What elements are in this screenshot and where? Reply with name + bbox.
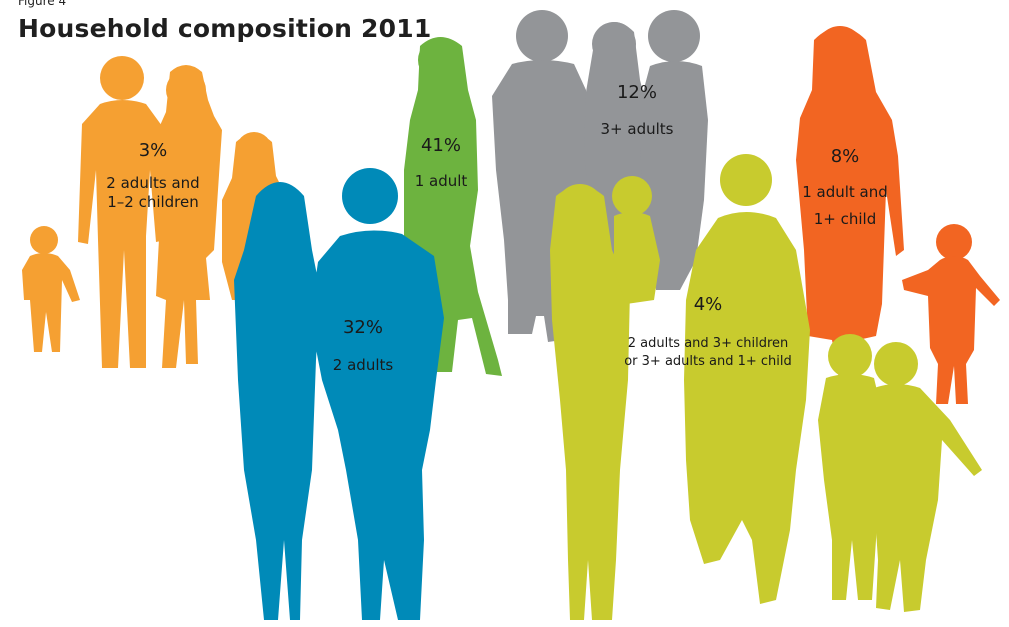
label-one-adult-child-line2: 1+ child: [814, 210, 877, 228]
pct-two-adults-children: 3%: [139, 140, 168, 161]
label-one-adult-line1: 1 adult: [415, 172, 468, 190]
parent-child-silhouette-icon: [796, 26, 1000, 406]
label-two-adults-line1: 2 adults: [333, 356, 394, 374]
label-two-adults-children-line1: 2 adults and: [106, 174, 199, 192]
label-two-adults-children: 3% 2 adults and 1–2 children: [106, 140, 199, 211]
label-one-adult-child: 8% 1 adult and 1+ child: [802, 146, 888, 228]
label-large-family-line1: 2 adults and 3+ children: [628, 336, 789, 351]
figure-label: Figure 4: [18, 0, 67, 8]
label-one-adult: 41% 1 adult: [415, 135, 468, 190]
label-three-adults-line1: 3+ adults: [601, 120, 674, 138]
chart-title: Household composition 2011: [18, 14, 432, 43]
label-two-adults-children-line2: 1–2 children: [107, 193, 199, 211]
couple-silhouette-icon: [234, 168, 444, 620]
pct-large-family: 4%: [694, 294, 723, 315]
pct-one-adult-child: 8%: [831, 146, 860, 167]
pct-two-adults: 32%: [343, 317, 383, 338]
pct-three-adults: 12%: [617, 82, 657, 103]
large-family-silhouette-icon: [550, 154, 982, 620]
label-two-adults: 32% 2 adults: [333, 317, 394, 374]
pct-one-adult: 41%: [421, 135, 461, 156]
label-one-adult-child-line1: 1 adult and: [802, 183, 888, 201]
label-three-adults: 12% 3+ adults: [601, 82, 674, 138]
label-large-family-line2: or 3+ adults and 1+ child: [624, 354, 792, 369]
label-large-family: 4% 2 adults and 3+ children or 3+ adults…: [624, 294, 792, 369]
adults-group-silhouette-icon: [492, 10, 708, 342]
